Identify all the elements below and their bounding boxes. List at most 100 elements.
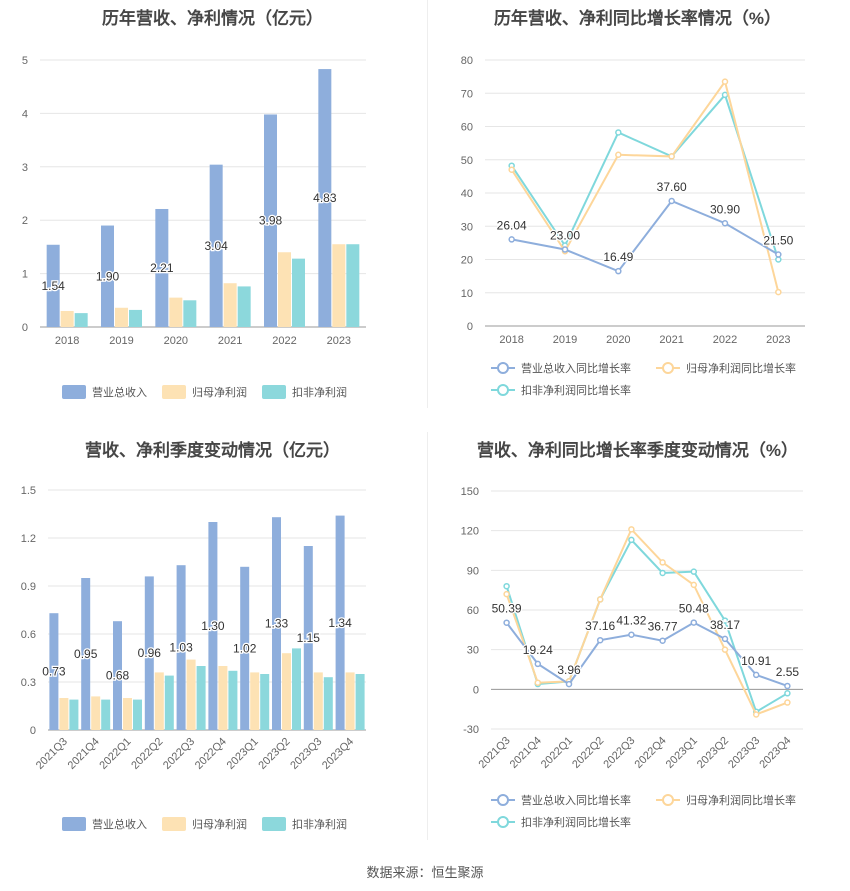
data-point (659, 569, 666, 577)
data-point (690, 581, 698, 589)
data-label: 1.15 (297, 631, 321, 645)
data-label: 50.48 (679, 602, 709, 616)
annual-bar-panel: 历年营收、净利情况（亿元） 0 1 2 3 4 5 1.54 1.90 2.21 3.04 3.98… (0, 0, 425, 425)
data-label: 0.95 (74, 647, 98, 661)
x-tick-label: 2018 (499, 334, 523, 346)
data-point (721, 220, 729, 227)
bar (164, 675, 174, 730)
data-point (561, 246, 569, 253)
bar (250, 672, 260, 730)
y-tick-label: 60 (461, 122, 473, 134)
data-point (784, 699, 791, 706)
x-tick-label: 2023Q1 (225, 736, 261, 772)
data-label: 50.39 (492, 602, 522, 616)
x-tick-label: 2022 (272, 335, 296, 347)
legend-marker (497, 384, 509, 396)
bar (129, 309, 142, 327)
data-label: 1.30 (201, 619, 225, 633)
data-point (628, 526, 635, 533)
x-tick-label: 2021 (218, 335, 242, 347)
data-label: 3.98 (259, 214, 283, 228)
data-point (659, 559, 666, 566)
data-point (596, 636, 604, 644)
bar (169, 297, 183, 327)
data-point (508, 166, 515, 173)
x-tick-label: 2018 (55, 335, 79, 347)
x-tick-label: 2023Q2 (695, 735, 731, 771)
x-tick-label: 2021Q4 (508, 735, 544, 771)
bar (123, 698, 132, 730)
bar (155, 208, 169, 327)
bar (183, 300, 197, 327)
data-point (596, 596, 604, 603)
quarter-line-chart: -30 0 30 60 90 120 150 50.39 19.24 3.96 37.16 41.32… (461, 486, 803, 829)
bar (223, 283, 237, 327)
bar (81, 578, 91, 730)
data-point (503, 590, 510, 598)
bar (237, 286, 251, 327)
data-label: 16.49 (603, 250, 633, 264)
bar (335, 515, 345, 730)
bar (260, 674, 270, 730)
data-label: 0.68 (106, 669, 130, 683)
series-line (505, 621, 788, 687)
bar (59, 698, 69, 730)
data-label: 37.16 (585, 619, 615, 633)
annual-line-panel: 历年营收、净利同比增长率情况（%） 0 10 20 30 40 50 60 70 80 26.04… (425, 0, 850, 425)
legend-swatch (62, 385, 86, 399)
data-label: 1.03 (169, 641, 193, 655)
data-point (503, 582, 510, 590)
bar (113, 621, 122, 730)
legend-marker (662, 362, 674, 374)
data-point (615, 129, 622, 136)
x-tick-label: 2021Q3 (34, 736, 70, 772)
data-label: 1.34 (328, 616, 352, 630)
data-point (508, 236, 515, 243)
bar (318, 69, 332, 327)
bar (101, 225, 114, 327)
legend-label: 归母净利润 (192, 385, 247, 399)
legend-swatch (162, 817, 186, 831)
x-tick-label: 2020 (606, 334, 630, 346)
y-tick-label: 90 (467, 565, 479, 577)
x-tick-label: 2022Q3 (601, 735, 637, 771)
vertical-divider (427, 432, 428, 840)
data-label: 3.04 (204, 239, 228, 253)
series-line (505, 527, 788, 716)
data-point (784, 682, 791, 690)
data-point (534, 660, 542, 668)
annual-bar-chart: 0 1 2 3 4 5 1.54 1.90 2.21 3.04 3.98 4.83 2018 2019 20… (22, 55, 366, 399)
data-label: 41.32 (616, 614, 646, 628)
legend-label: 扣非净利润 (292, 817, 347, 831)
x-tick-label: 2021 (659, 334, 683, 346)
x-tick-label: 2023Q4 (320, 736, 356, 772)
data-label: 1.54 (41, 279, 65, 293)
data-point (628, 536, 635, 544)
data-point (615, 151, 622, 159)
data-point (752, 671, 760, 679)
x-tick-label: 2022Q1 (97, 736, 133, 772)
y-tick-label: 0.3 (21, 677, 36, 689)
legend-label: 营业总收入 (92, 385, 147, 399)
x-tick-label: 2022 (713, 334, 737, 346)
bar (46, 244, 60, 327)
bar (345, 672, 355, 730)
data-label: 2.55 (776, 665, 800, 679)
y-tick-label: 2 (22, 215, 28, 227)
bar (133, 699, 142, 730)
data-point (690, 619, 698, 626)
y-tick-label: 4 (22, 108, 28, 120)
x-tick-label: 2023Q1 (664, 735, 700, 771)
y-tick-label: 5 (22, 55, 28, 67)
x-tick-label: 2022Q4 (633, 735, 669, 771)
legend-label: 归母净利润同比增长率 (686, 793, 796, 807)
data-label: 37.60 (657, 180, 687, 194)
series-line (510, 92, 780, 260)
bar (323, 677, 333, 730)
data-label: 0.73 (42, 665, 66, 679)
x-tick-label: 2022Q2 (129, 736, 165, 772)
data-point (721, 78, 729, 85)
data-label: 0.96 (138, 646, 162, 660)
data-point (628, 631, 635, 638)
x-tick-label: 2022Q4 (193, 736, 229, 772)
